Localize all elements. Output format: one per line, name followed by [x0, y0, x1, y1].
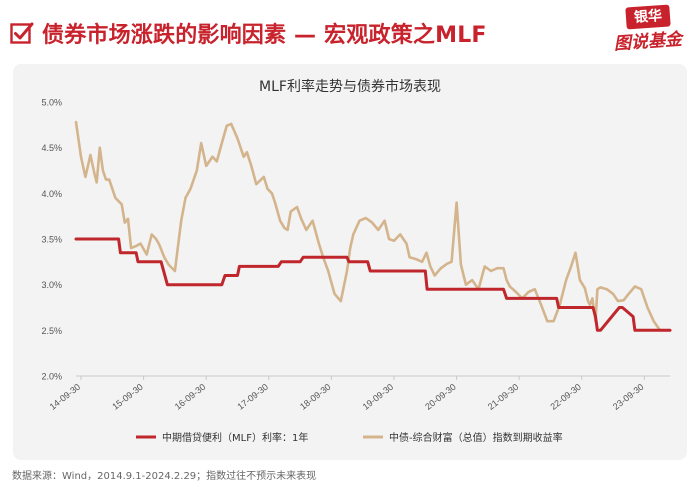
chart-title: MLF利率走势与债券市场表现 [259, 79, 441, 95]
x-tick-label: 23-09-30 [611, 382, 646, 412]
y-tick-label: 4.5% [41, 143, 62, 153]
y-tick-label: 2.5% [41, 326, 62, 336]
x-tick-label: 22-09-30 [548, 382, 583, 412]
legend-label: 中期借贷便利（MLF）利率：1年 [162, 431, 308, 444]
legend-label: 中债-综合财富（总值）指数到期收益率 [389, 431, 563, 444]
x-tick-label: 15-09-30 [110, 382, 145, 412]
x-tick-label: 18-09-30 [298, 382, 333, 412]
x-tick-label: 19-09-30 [361, 382, 396, 412]
y-tick-label: 2.0% [41, 372, 62, 382]
x-tick-label: 21-09-30 [486, 382, 521, 412]
y-tick-label: 4.0% [41, 189, 62, 199]
page-title: 债券市场涨跌的影响因素 — 宏观政策之MLF [42, 23, 487, 48]
series-line-bond-yield [74, 120, 672, 332]
y-tick-label: 3.5% [41, 235, 62, 245]
x-tick-label: 17-09-30 [235, 382, 270, 412]
header: 债券市场涨跌的影响因素 — 宏观政策之MLF 银华 图说基金 [0, 0, 700, 62]
x-tick-label: 14-09-30 [48, 382, 83, 412]
source-note: 数据来源：Wind，2014.9.1-2024.2.29；指数过往不预示未来表现 [12, 471, 317, 482]
y-tick-label: 3.0% [41, 280, 62, 290]
x-tick-label: 20-09-30 [423, 382, 458, 412]
x-tick-label: 16-09-30 [173, 382, 208, 412]
y-tick-label: 5.0% [41, 98, 62, 108]
series-line-mlf [74, 237, 672, 332]
checkbox-check-icon [10, 22, 34, 44]
